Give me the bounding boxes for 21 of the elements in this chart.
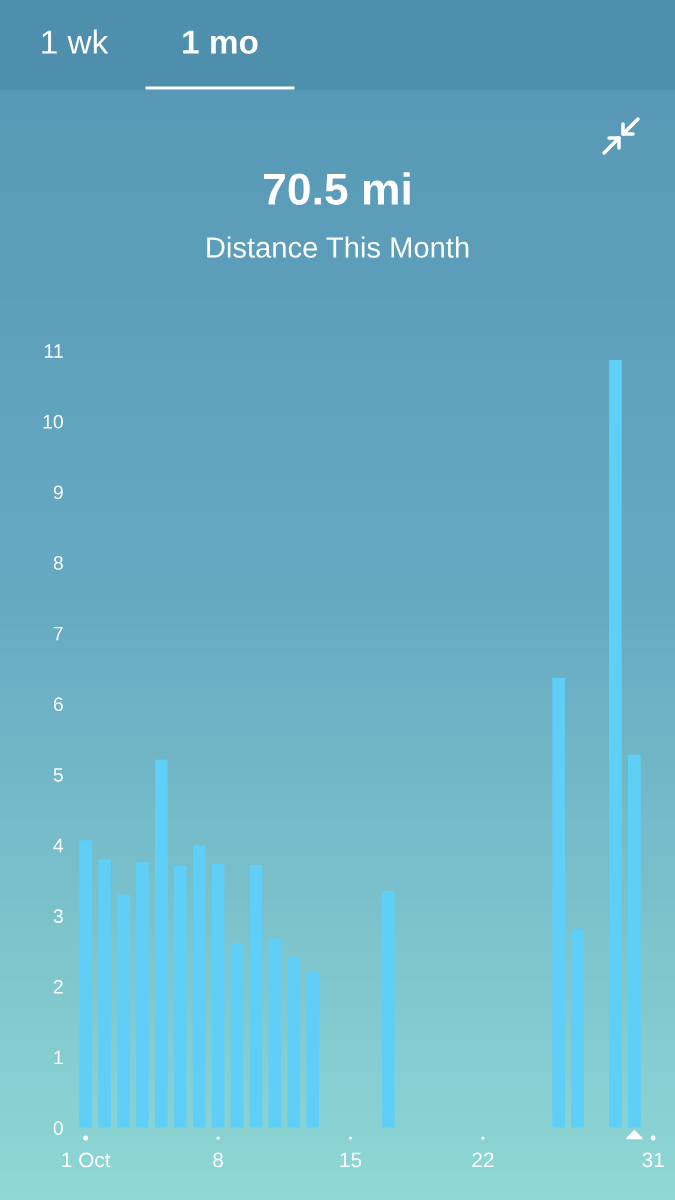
y-tick-label: 4 [53, 838, 64, 853]
text: 1 wk [42, 29, 109, 54]
x-tick-label: 15 [340, 1152, 362, 1168]
y-tick-label: 6 [53, 697, 63, 712]
text: 1 mo [183, 30, 258, 54]
y-tick-label: 3 [53, 909, 63, 924]
x-tick-label: 8 [213, 1152, 223, 1168]
y-tick-label: 10 [43, 414, 63, 429]
y-tick-label: 8 [53, 556, 63, 570]
x-tick-label: 31 [642, 1152, 664, 1168]
y-tick-label: 9 [53, 485, 63, 500]
y-tick-label: 5 [53, 768, 63, 782]
y-tick-label: 11 [44, 344, 63, 358]
chart-subtitle: Distance This Month [207, 236, 469, 258]
y-tick-label: 1 [54, 1050, 63, 1065]
y-tick-label: 0 [53, 1121, 63, 1135]
y-tick-label: 2 [53, 979, 63, 994]
x-tick-label: 1 Oct [62, 1152, 111, 1168]
y-tick-label: 7 [53, 626, 63, 641]
chart-title: 70.5 mi [264, 172, 410, 205]
x-tick-label: 22 [472, 1152, 494, 1168]
